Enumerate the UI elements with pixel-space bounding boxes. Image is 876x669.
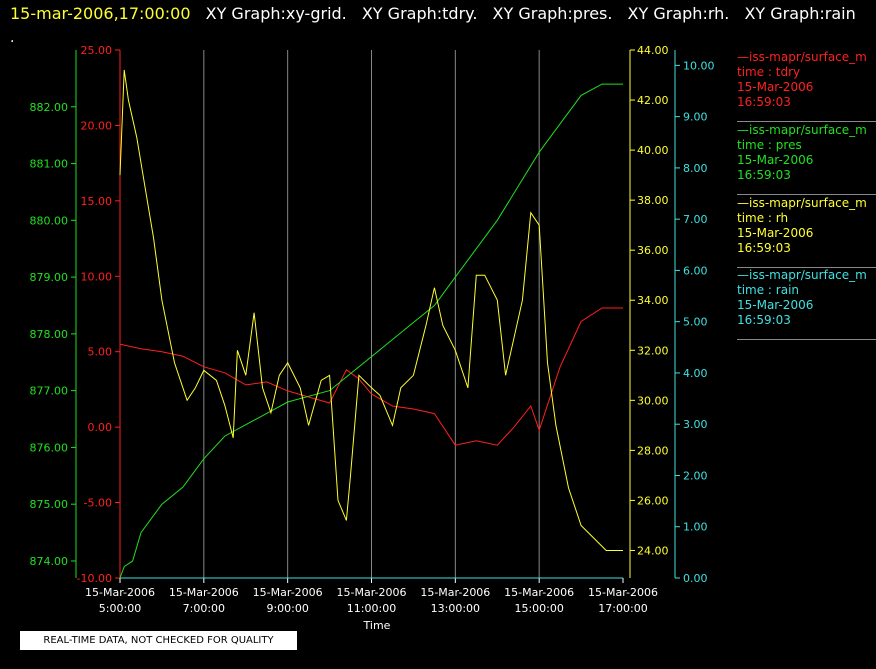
x-tick-label-date: 15-Mar-2006 xyxy=(420,586,490,599)
pres-tick-label: 874.00 xyxy=(30,555,69,568)
legend-date: 15-Mar-2006 xyxy=(737,226,814,240)
rain-tick-label: 2.00 xyxy=(683,469,708,482)
x-axis-title: Time xyxy=(363,619,391,632)
x-tick-label-date: 15-Mar-2006 xyxy=(169,586,239,599)
rain-tick-label: 6.00 xyxy=(683,264,708,277)
rain-tick-label: 7.00 xyxy=(683,213,708,226)
rain-tick-label: 8.00 xyxy=(683,162,708,175)
x-tick-label-time: 7:00:00 xyxy=(183,602,225,615)
x-tick-label-date: 15-Mar-2006 xyxy=(337,586,407,599)
legend-source: —iss-mapr/surface_m xyxy=(737,268,867,282)
rain-tick-label: 10.00 xyxy=(683,59,715,72)
x-tick-label-time: 11:00:00 xyxy=(347,602,396,615)
graph-title-rain: XY Graph:rain xyxy=(744,4,856,23)
pres-tick-label: 875.00 xyxy=(30,498,69,511)
rh-tick-label: 36.00 xyxy=(637,244,669,257)
legend-item-rain: —iss-mapr/surface_m time : rain 15-Mar-2… xyxy=(737,268,876,340)
rain-tick-label: 4.00 xyxy=(683,367,708,380)
legend-divider xyxy=(737,339,876,340)
rh-tick-label: 24.00 xyxy=(637,544,669,557)
pres-tick-label: 881.00 xyxy=(30,158,69,171)
legend-date: 15-Mar-2006 xyxy=(737,298,814,312)
x-tick-label-time: 17:00:00 xyxy=(598,602,647,615)
rh-tick-label: 30.00 xyxy=(637,394,669,407)
legend-source: —iss-mapr/surface_m xyxy=(737,123,867,137)
legend-variable: time : rain xyxy=(737,283,800,297)
x-tick-label-time: 9:00:00 xyxy=(266,602,308,615)
title-dot: . xyxy=(10,30,15,46)
legend-item-rh: —iss-mapr/surface_m time : rh 15-Mar-200… xyxy=(737,196,876,268)
graph-title-rh: XY Graph:rh. xyxy=(627,4,730,23)
legend-variable: time : rh xyxy=(737,211,789,225)
legend-time: 16:59:03 xyxy=(737,241,791,255)
pres-tick-label: 878.00 xyxy=(30,328,69,341)
tdry-tick-label: 15.00 xyxy=(81,195,113,208)
pres-tick-label: 879.00 xyxy=(30,271,69,284)
quality-banner: REAL-TIME DATA, NOT CHECKED FOR QUALITY xyxy=(20,631,297,650)
legend-source: —iss-mapr/surface_m xyxy=(737,50,867,64)
series-line-tdry xyxy=(119,307,623,446)
rh-tick-label: 42.00 xyxy=(637,94,669,107)
tdry-tick-label: 25.00 xyxy=(81,44,113,57)
legend-variable: time : tdry xyxy=(737,65,801,79)
pres-tick-label: 882.00 xyxy=(30,101,69,114)
legend-time: 16:59:03 xyxy=(737,95,791,109)
rh-tick-label: 44.00 xyxy=(637,44,669,57)
tdry-tick-label: 0.00 xyxy=(88,421,113,434)
x-tick-label-time: 5:00:00 xyxy=(99,602,141,615)
pres-tick-label: 880.00 xyxy=(30,214,69,227)
x-tick-label-time: 13:00:00 xyxy=(431,602,480,615)
legend-date: 15-Mar-2006 xyxy=(737,80,814,94)
legend-divider xyxy=(737,267,876,268)
rain-tick-label: 9.00 xyxy=(683,111,708,124)
x-tick-label-date: 15-Mar-2006 xyxy=(253,586,323,599)
rain-tick-label: 3.00 xyxy=(683,418,708,431)
x-tick-label-date: 15-Mar-2006 xyxy=(85,586,155,599)
tdry-tick-label: 10.00 xyxy=(81,270,113,283)
legend-item-tdry: —iss-mapr/surface_m time : tdry 15-Mar-2… xyxy=(737,50,876,122)
rh-tick-label: 38.00 xyxy=(637,194,669,207)
tdry-tick-label: -5.00 xyxy=(84,497,112,510)
legend-time: 16:59:03 xyxy=(737,168,791,182)
legend-divider xyxy=(737,194,876,195)
tdry-tick-label: 5.00 xyxy=(88,346,113,359)
rh-tick-label: 26.00 xyxy=(637,494,669,507)
graph-title-xy-grid: XY Graph:xy-grid. xyxy=(205,4,347,23)
title-bar: 15-mar-2006,17:00:00 XY Graph:xy-grid. X… xyxy=(10,4,866,23)
rain-tick-label: 5.00 xyxy=(683,316,708,329)
pres-tick-label: 876.00 xyxy=(30,441,69,454)
graph-title-pres: XY Graph:pres. xyxy=(492,4,613,23)
x-tick-label-time: 15:00:00 xyxy=(514,602,563,615)
legend-date: 15-Mar-2006 xyxy=(737,153,814,167)
rain-tick-label: 1.00 xyxy=(683,521,708,534)
rh-tick-label: 28.00 xyxy=(637,444,669,457)
rh-tick-label: 32.00 xyxy=(637,344,669,357)
timestamp-title: 15-mar-2006,17:00:00 xyxy=(10,4,191,23)
tdry-tick-label: -10.00 xyxy=(77,572,112,585)
rh-tick-label: 40.00 xyxy=(637,144,669,157)
legend-variable: time : pres xyxy=(737,138,802,152)
pres-tick-label: 877.00 xyxy=(30,385,69,398)
rain-tick-label: 0.00 xyxy=(683,572,708,585)
tdry-tick-label: 20.00 xyxy=(81,119,113,132)
x-tick-label-date: 15-Mar-2006 xyxy=(504,586,574,599)
legend-divider xyxy=(737,121,876,122)
legend-time: 16:59:03 xyxy=(737,313,791,327)
legend-item-pres: —iss-mapr/surface_m time : pres 15-Mar-2… xyxy=(737,123,876,195)
rh-tick-label: 34.00 xyxy=(637,294,669,307)
series-line-pres xyxy=(119,83,623,579)
series-line-rh xyxy=(119,69,623,551)
x-tick-label-date: 15-Mar-2006 xyxy=(588,586,658,599)
graph-title-tdry: XY Graph:tdry. xyxy=(361,4,478,23)
legend-source: —iss-mapr/surface_m xyxy=(737,196,867,210)
